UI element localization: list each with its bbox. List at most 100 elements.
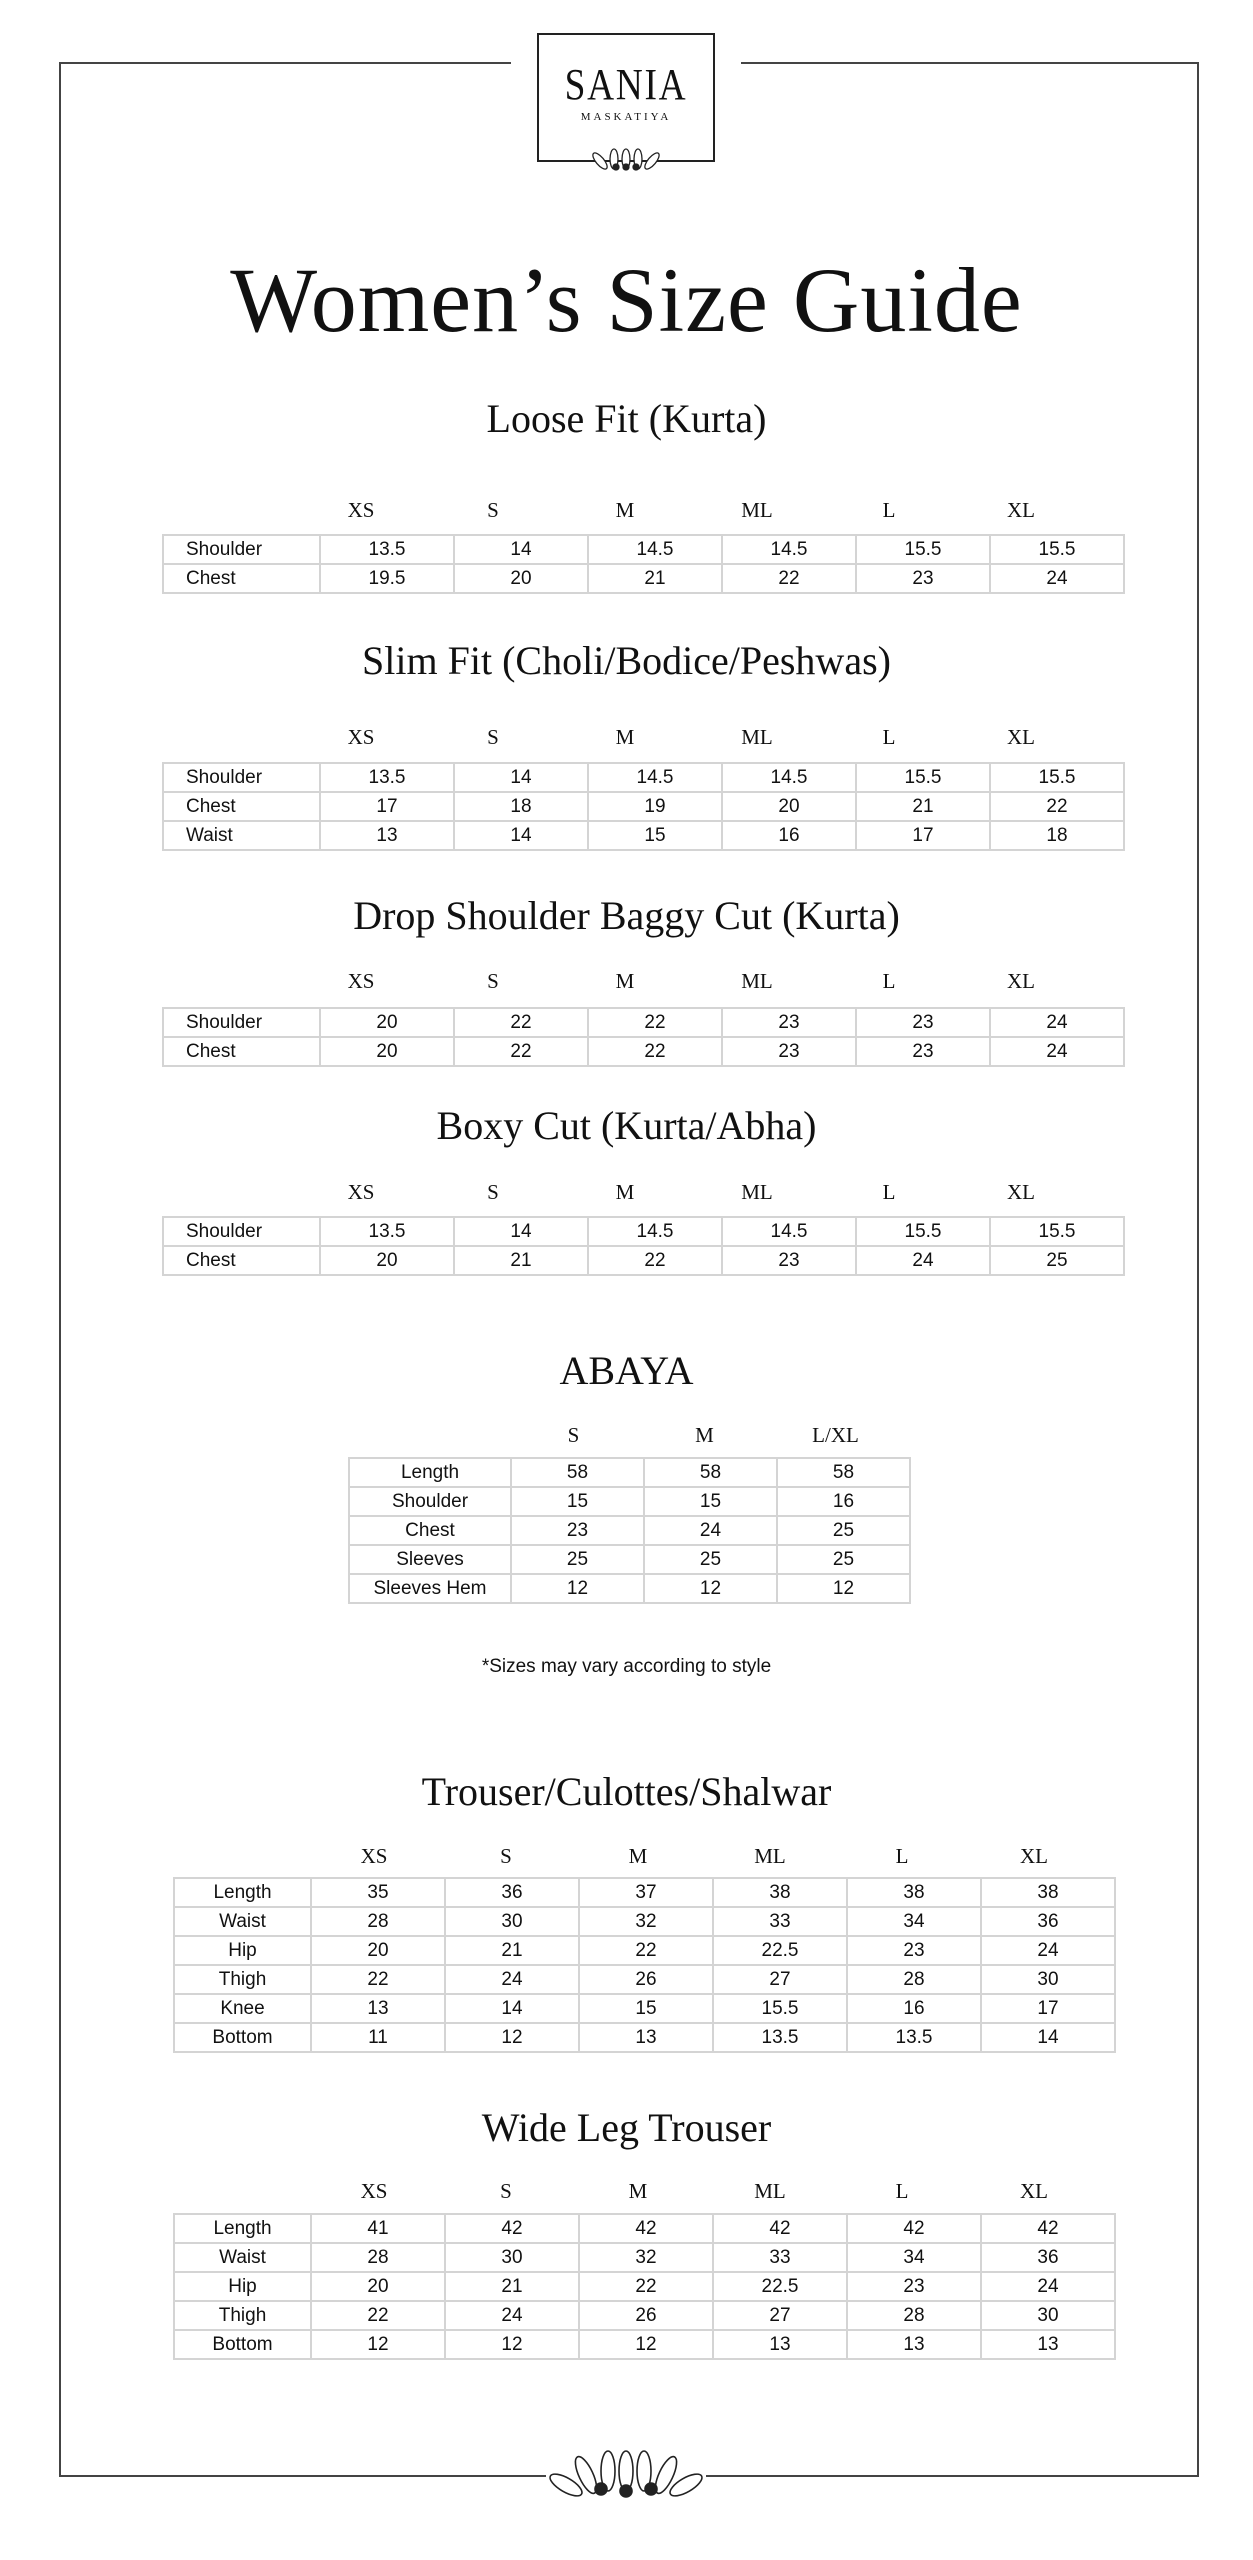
size-header: S <box>487 969 499 993</box>
measurement-cell: 13.5 <box>712 2022 848 2053</box>
measurement-cell: 22 <box>310 2300 446 2331</box>
measurement-cell: 14 <box>453 820 589 851</box>
measurement-cell: 22 <box>453 1007 589 1038</box>
measurement-cell: 26 <box>578 2300 714 2331</box>
measurement-cell: 14.5 <box>721 1216 857 1247</box>
measurement-cell: 14 <box>453 1216 589 1247</box>
measurement-cell: 19 <box>587 791 723 822</box>
measurement-cell: 35 <box>310 1877 446 1908</box>
row-label: Chest <box>162 1036 321 1067</box>
size-header: M <box>628 2179 648 2203</box>
measurement-cell: 22.5 <box>712 2271 848 2302</box>
measurement-cell: 22 <box>587 1036 723 1067</box>
row-label: Waist <box>162 820 321 851</box>
measurement-cell: 15 <box>578 1993 714 2024</box>
size-header: L <box>882 969 896 993</box>
size-header: S <box>487 725 499 749</box>
size-header: ML <box>741 725 773 749</box>
measurement-cell: 27 <box>712 1964 848 1995</box>
size-header: L <box>882 1180 896 1204</box>
table-row: Shoulder 15 15 16 <box>348 1486 911 1517</box>
size-table: Shoulder 13.5 14 14.5 14.5 15.5 15.5 Chest 17 18 1… <box>162 762 1125 851</box>
table-row: Knee 13 14 15 15.5 16 17 <box>173 1993 1116 2024</box>
measurement-cell: 20 <box>453 563 589 594</box>
measurement-cell: 20 <box>310 1935 446 1966</box>
size-header: M <box>615 969 635 993</box>
measurement-cell: 23 <box>510 1515 645 1546</box>
measurement-cell: 20 <box>319 1007 455 1038</box>
table-row: Thigh 22 24 26 27 28 30 <box>173 2300 1116 2331</box>
row-label: Shoulder <box>348 1486 512 1517</box>
measurement-cell: 34 <box>846 2242 982 2273</box>
row-label: Sleeves <box>348 1544 512 1575</box>
measurement-cell: 16 <box>721 820 857 851</box>
measurement-cell: 22 <box>989 791 1125 822</box>
size-header: XS <box>360 1844 388 1868</box>
measurement-cell: 12 <box>310 2329 446 2360</box>
size-header: XS <box>347 725 375 749</box>
row-label: Shoulder <box>162 534 321 565</box>
measurement-cell: 22 <box>721 563 857 594</box>
measurement-cell: 21 <box>453 1245 589 1276</box>
table-row: Chest 23 24 25 <box>348 1515 911 1546</box>
row-label: Length <box>173 2213 312 2244</box>
size-header: XL <box>1007 1180 1035 1204</box>
measurement-cell: 42 <box>846 2213 982 2244</box>
size-header: S <box>500 1844 512 1868</box>
measurement-cell: 21 <box>855 791 991 822</box>
measurement-cell: 14 <box>453 762 589 793</box>
size-header: L <box>882 725 896 749</box>
measurement-cell: 15.5 <box>855 1216 991 1247</box>
row-label: Sleeves Hem <box>348 1573 512 1604</box>
sizes-note: *Sizes may vary according to style <box>481 1656 772 1677</box>
measurement-cell: 38 <box>980 1877 1116 1908</box>
measurement-cell: 58 <box>776 1457 911 1488</box>
measurement-cell: 26 <box>578 1964 714 1995</box>
row-label: Bottom <box>173 2022 312 2053</box>
measurement-cell: 23 <box>721 1036 857 1067</box>
measurement-cell: 27 <box>712 2300 848 2331</box>
size-table: Shoulder 20 22 22 23 23 24 Chest 20 22 22 23 23 24 <box>162 1007 1125 1067</box>
table-row: Hip 20 21 22 22.5 23 24 <box>173 1935 1116 1966</box>
measurement-cell: 24 <box>989 563 1125 594</box>
measurement-cell: 25 <box>643 1544 778 1575</box>
table-row: Length 41 42 42 42 42 42 <box>173 2213 1116 2244</box>
size-header: L <box>895 2179 909 2203</box>
table-row: Waist 13 14 15 16 17 18 <box>162 820 1125 851</box>
measurement-cell: 14 <box>444 1993 580 2024</box>
measurement-cell: 13.5 <box>319 1216 455 1247</box>
measurement-cell: 38 <box>846 1877 982 1908</box>
measurement-cell: 24 <box>989 1036 1125 1067</box>
measurement-cell: 12 <box>444 2022 580 2053</box>
measurement-cell: 28 <box>310 1906 446 1937</box>
row-label: Chest <box>348 1515 512 1546</box>
table-row: Length 35 36 37 38 38 38 <box>173 1877 1116 1908</box>
page-title: Women’s Size Guide <box>230 249 1023 351</box>
measurement-cell: 22 <box>587 1007 723 1038</box>
size-header: M <box>628 1844 648 1868</box>
measurement-cell: 12 <box>444 2329 580 2360</box>
brand-logo: SANIA MASKATIYA <box>537 33 715 171</box>
measurement-cell: 24 <box>855 1245 991 1276</box>
section-title: Boxy Cut (Kurta/Abha) <box>436 1103 817 1148</box>
measurement-cell: 15.5 <box>712 1993 848 2024</box>
size-header-row: XS S M ML L XL <box>295 969 1087 994</box>
measurement-cell: 20 <box>319 1036 455 1067</box>
size-header-row: S M L/XL <box>508 1423 901 1448</box>
measurement-cell: 15.5 <box>989 534 1125 565</box>
row-label: Waist <box>173 1906 312 1937</box>
measurement-cell: 13 <box>578 2022 714 2053</box>
measurement-cell: 25 <box>776 1544 911 1575</box>
size-header: XS <box>360 2179 388 2203</box>
measurement-cell: 36 <box>980 2242 1116 2273</box>
measurement-cell: 15.5 <box>855 762 991 793</box>
table-row: Waist 28 30 32 33 34 36 <box>173 2242 1116 2273</box>
measurement-cell: 36 <box>444 1877 580 1908</box>
row-label: Chest <box>162 563 321 594</box>
measurement-cell: 23 <box>855 563 991 594</box>
measurement-cell: 18 <box>989 820 1125 851</box>
measurement-cell: 32 <box>578 2242 714 2273</box>
size-header: M <box>615 725 635 749</box>
measurement-cell: 24 <box>444 1964 580 1995</box>
measurement-cell: 13 <box>712 2329 848 2360</box>
